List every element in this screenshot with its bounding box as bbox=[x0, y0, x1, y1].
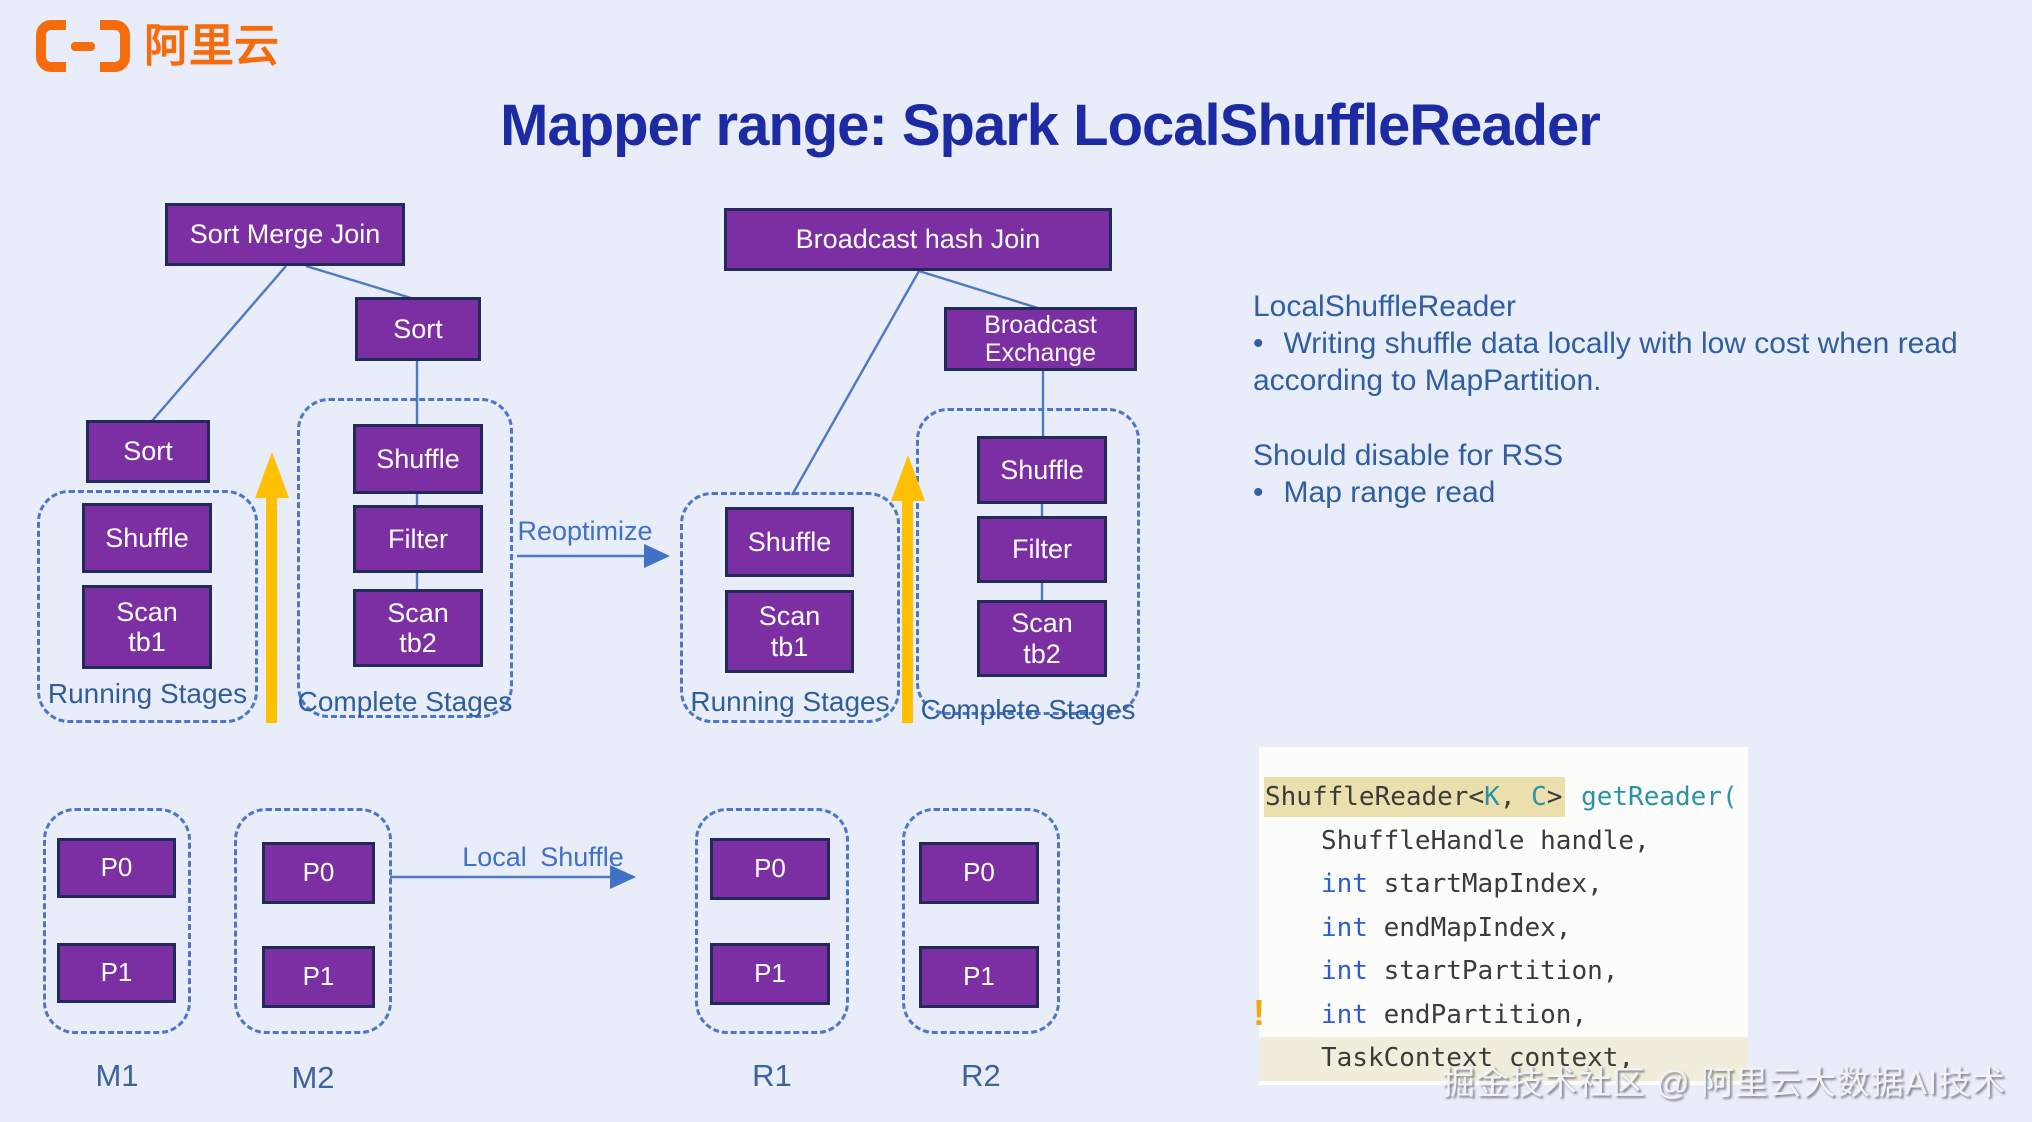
notes-heading-2: Should disable for RSS bbox=[1253, 439, 1564, 472]
code-line: ShuffleReader<K, C> getReader( bbox=[1259, 776, 1748, 820]
node-filter: Filter bbox=[977, 516, 1107, 583]
partition-box: P0 bbox=[710, 838, 830, 900]
mid-complete-stages-label: Complete Stages bbox=[920, 694, 1136, 725]
brand-logo: 阿里云 bbox=[36, 20, 279, 72]
brand-name: 阿里云 bbox=[144, 20, 280, 71]
code-line-current: TaskContext context, bbox=[1259, 1037, 1748, 1081]
node-scan-tb2: Scan tb2 bbox=[977, 600, 1107, 677]
partition-box: P1 bbox=[57, 943, 176, 1003]
notes-bullet: • Map range read bbox=[1253, 476, 1496, 509]
code-line: int startPartition, bbox=[1321, 956, 1619, 986]
connector-line bbox=[918, 269, 1042, 311]
partition-box: P1 bbox=[262, 946, 375, 1008]
partition-box: P1 bbox=[710, 943, 830, 1005]
node-sort-upper: Sort bbox=[355, 297, 481, 361]
left-complete-stages-group bbox=[297, 398, 513, 718]
progress-arrow-mid-head-icon bbox=[891, 455, 925, 501]
mapper-m2-label: M2 bbox=[291, 1060, 335, 1095]
code-line: ShuffleHandle handle, bbox=[1321, 825, 1650, 856]
node-broadcast-exchange: Broadcast Exchange bbox=[944, 307, 1137, 371]
partition-box: P0 bbox=[57, 838, 176, 898]
left-running-stages-group bbox=[37, 490, 258, 723]
mapper-m1-label: M1 bbox=[95, 1058, 139, 1093]
watermark: 掘金技术社区 @ 阿里云大数据AI技术 bbox=[1441, 1064, 2006, 1101]
partition-box: P0 bbox=[262, 842, 375, 904]
node-broadcast-hash-join: Broadcast hash Join bbox=[724, 208, 1112, 271]
left-running-stages-label: Running Stages bbox=[47, 678, 248, 709]
connector-line bbox=[151, 265, 287, 422]
code-snippet: ShuffleReader<K, C> getReader( ShuffleHa… bbox=[1259, 747, 1748, 1085]
reducer-r2-group bbox=[902, 808, 1060, 1034]
code-line: int startMapIndex, bbox=[1321, 869, 1603, 899]
node-scan-tb2: Scan tb2 bbox=[353, 589, 483, 667]
code-line: int endPartition, bbox=[1321, 999, 1588, 1030]
reducer-r1-label: R1 bbox=[752, 1058, 792, 1093]
notes-heading: LocalShuffleReader bbox=[1253, 290, 1516, 323]
mid-running-stages-group bbox=[680, 492, 900, 723]
connector-line bbox=[305, 264, 412, 300]
page-title: Mapper range: Spark LocalShuffleReader bbox=[500, 93, 1601, 158]
mid-complete-stages-group bbox=[916, 408, 1140, 715]
reducer-r2-label: R2 bbox=[961, 1058, 1001, 1093]
local-shuffle-label: Local Shuffle bbox=[462, 842, 624, 872]
reoptimize-arrow-head-icon bbox=[644, 544, 670, 568]
node-shuffle: Shuffle bbox=[353, 424, 483, 494]
node-sort-lower: Sort bbox=[86, 420, 210, 483]
notes-bullet: • Writing shuffle data locally with low c… bbox=[1253, 327, 1958, 397]
mid-running-stages-label: Running Stages bbox=[690, 686, 890, 717]
node-scan-tb1: Scan tb1 bbox=[725, 590, 854, 673]
mapper-m1-group bbox=[43, 808, 191, 1034]
alibaba-cloud-logo-icon bbox=[36, 20, 130, 72]
code-highlight: ShuffleReader<K, C> bbox=[1264, 777, 1566, 817]
left-complete-stages-label: Complete Stages bbox=[297, 686, 513, 717]
progress-arrow-left bbox=[266, 497, 277, 723]
progress-arrow-mid bbox=[902, 500, 913, 723]
warning-icon: ! bbox=[1253, 992, 1265, 1033]
partition-box: P1 bbox=[919, 946, 1039, 1008]
node-filter: Filter bbox=[353, 505, 483, 573]
mapper-m2-group bbox=[234, 808, 392, 1034]
partition-box: P0 bbox=[919, 842, 1039, 904]
reoptimize-label: Reoptimize bbox=[517, 516, 653, 546]
reducer-r1-group bbox=[695, 808, 849, 1034]
node-shuffle: Shuffle bbox=[977, 436, 1107, 504]
node-sort-merge-join: Sort Merge Join bbox=[165, 203, 405, 266]
bullet-icon: • bbox=[1253, 327, 1264, 360]
node-scan-tb1: Scan tb1 bbox=[82, 585, 212, 669]
progress-arrow-left-head-icon bbox=[255, 452, 289, 498]
node-shuffle: Shuffle bbox=[82, 503, 212, 573]
code-line: int endMapIndex, bbox=[1321, 912, 1572, 943]
bullet-icon: • bbox=[1253, 476, 1264, 509]
node-shuffle: Shuffle bbox=[725, 507, 854, 577]
notes-block: LocalShuffleReader • Writing shuffle data… bbox=[1253, 288, 1965, 511]
